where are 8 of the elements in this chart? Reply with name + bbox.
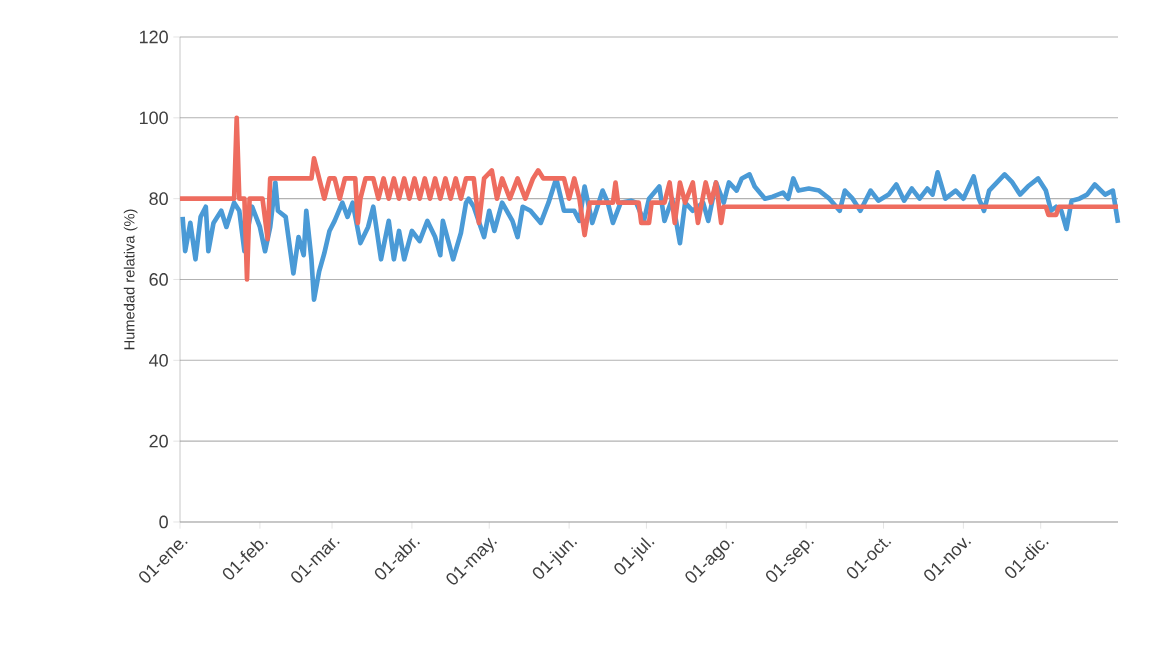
y-tick-label: 120 [139,30,168,44]
y-tick-label: 40 [149,353,168,367]
y-tick-label: 100 [139,111,168,125]
y-tick-label: 20 [149,434,168,448]
y-tick-label: 80 [149,192,168,206]
y-axis-title: Humedad relativa (%) [123,209,138,350]
y-tick-label: 0 [159,515,168,529]
y-tick-label: 60 [149,273,168,286]
